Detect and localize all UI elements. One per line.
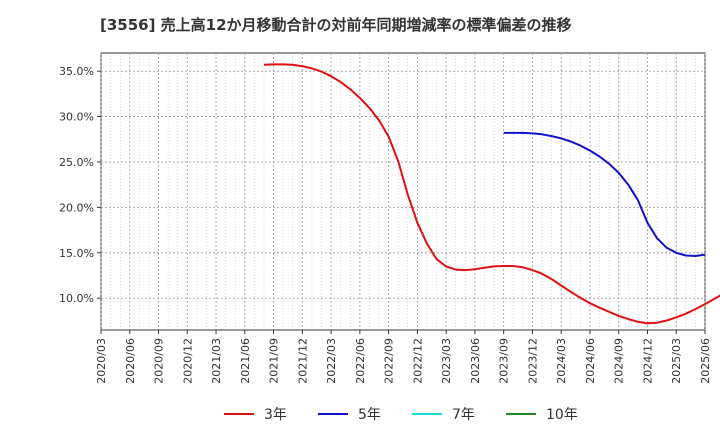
x-axis: 2020/03 2020/06 2020/09 2020/12 2021/03 2021/… <box>95 330 712 384</box>
x-tick-label: 2021/09 <box>268 338 281 384</box>
legend: 3年 5年 7年 10年 <box>224 407 578 423</box>
x-tick-label: 2022/06 <box>354 338 367 384</box>
x-tick-label: 2025/03 <box>670 338 683 384</box>
x-tick-label: 2020/03 <box>95 338 108 384</box>
x-tick-label: 2021/06 <box>239 338 252 384</box>
x-tick-label: 2020/09 <box>153 338 166 384</box>
y-tick-label: 35.0% <box>59 65 94 78</box>
x-tick-label: 2023/06 <box>469 338 482 384</box>
legend-label-2: 7年 <box>452 407 475 423</box>
x-tick-label: 2021/12 <box>296 338 309 384</box>
series-group <box>263 63 720 325</box>
x-tick-label: 2021/03 <box>210 338 223 384</box>
x-tick-label: 2022/12 <box>411 338 424 384</box>
x-tick-label: 2025/06 <box>699 338 712 384</box>
x-tick-label: 2024/03 <box>555 338 568 384</box>
y-tick-label: 25.0% <box>59 156 94 169</box>
x-tick-label: 2024/06 <box>584 338 597 384</box>
x-tick-label: 2024/12 <box>641 338 654 384</box>
x-tick-label: 2020/06 <box>124 338 137 384</box>
x-tick-label: 2023/12 <box>526 338 539 384</box>
y-tick-label: 20.0% <box>59 201 94 214</box>
x-tick-label: 2023/09 <box>498 338 511 384</box>
y-axis: 10.0% 15.0% 20.0% 25.0% 30.0% 35.0% <box>59 65 101 305</box>
legend-label-3: 10年 <box>546 407 578 423</box>
y-tick-label: 15.0% <box>59 247 94 260</box>
y-tick-label: 10.0% <box>59 292 94 305</box>
series-line-1 <box>503 131 706 257</box>
y-tick-label: 30.0% <box>59 111 94 124</box>
x-tick-label: 2024/09 <box>613 338 626 384</box>
x-tick-label: 2022/03 <box>325 338 338 384</box>
chart-title: [3556] 売上高12か月移動合計の対前年同期増減率の標準偏差の推移 <box>100 16 572 34</box>
x-tick-label: 2023/03 <box>440 338 453 384</box>
series-line-0 <box>263 63 720 325</box>
legend-label-1: 5年 <box>358 407 381 423</box>
x-tick-label: 2022/09 <box>383 338 396 384</box>
plot-area <box>100 52 706 331</box>
x-tick-label: 2020/12 <box>181 338 194 384</box>
legend-label-0: 3年 <box>264 407 287 423</box>
